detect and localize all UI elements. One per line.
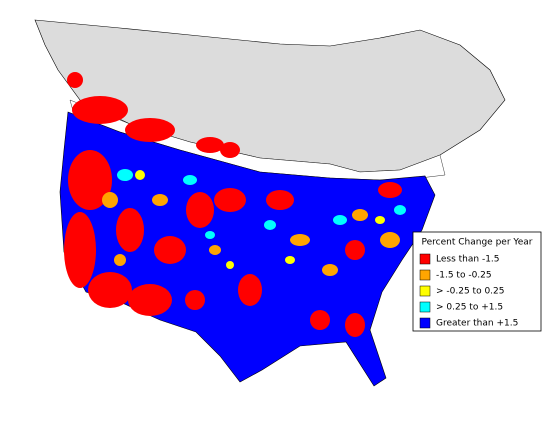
- trend-area: [322, 264, 338, 276]
- trend-areas: [64, 72, 406, 337]
- trend-area: [68, 150, 112, 210]
- trend-area: [125, 118, 175, 142]
- legend-label: > -0.25 to 0.25: [436, 287, 504, 297]
- trend-area: [352, 209, 368, 221]
- trend-area: [196, 137, 224, 153]
- trend-area: [345, 313, 365, 337]
- trend-area: [154, 236, 186, 264]
- trend-area: [67, 72, 83, 88]
- legend-box: [412, 231, 542, 332]
- trend-area: [214, 188, 246, 212]
- legend-label: Less than -1.5: [436, 255, 500, 265]
- trend-area: [102, 192, 118, 208]
- trend-area: [380, 232, 400, 248]
- trend-area: [226, 261, 234, 269]
- legend: Percent Change per Year Less than -1.5 -1…: [412, 231, 542, 332]
- trend-area: [220, 142, 240, 158]
- legend-swatch: [419, 269, 431, 281]
- trend-area: [345, 240, 365, 260]
- trend-area: [186, 192, 214, 228]
- trend-area: [205, 231, 215, 239]
- trend-area: [264, 220, 276, 230]
- trend-area: [394, 205, 406, 215]
- legend-title: Percent Change per Year: [422, 238, 533, 248]
- trend-area: [333, 215, 347, 225]
- trend-area: [64, 212, 96, 288]
- legend-label: > 0.25 to +1.5: [436, 303, 503, 313]
- trend-area: [72, 96, 128, 124]
- trend-area: [135, 170, 145, 180]
- trend-area: [266, 190, 294, 210]
- legend-swatch: [419, 301, 431, 313]
- trend-area: [88, 272, 132, 308]
- trend-area: [114, 254, 126, 266]
- trend-area: [290, 234, 310, 246]
- trend-area: [285, 256, 295, 264]
- trend-area: [152, 194, 168, 206]
- legend-label: -1.5 to -0.25: [436, 271, 492, 281]
- trend-area: [185, 290, 205, 310]
- trend-area: [116, 208, 144, 252]
- legend-swatch: [419, 317, 431, 329]
- trend-area: [183, 175, 197, 185]
- trend-area: [128, 284, 172, 316]
- trend-area: [310, 310, 330, 330]
- legend-swatch: [419, 285, 431, 297]
- trend-area: [375, 216, 385, 224]
- legend-label: Greater than +1.5: [436, 319, 518, 329]
- trend-area: [238, 274, 262, 306]
- trend-area: [117, 169, 133, 181]
- legend-swatch: [419, 253, 431, 265]
- trend-area: [209, 245, 221, 255]
- trend-area: [378, 182, 402, 198]
